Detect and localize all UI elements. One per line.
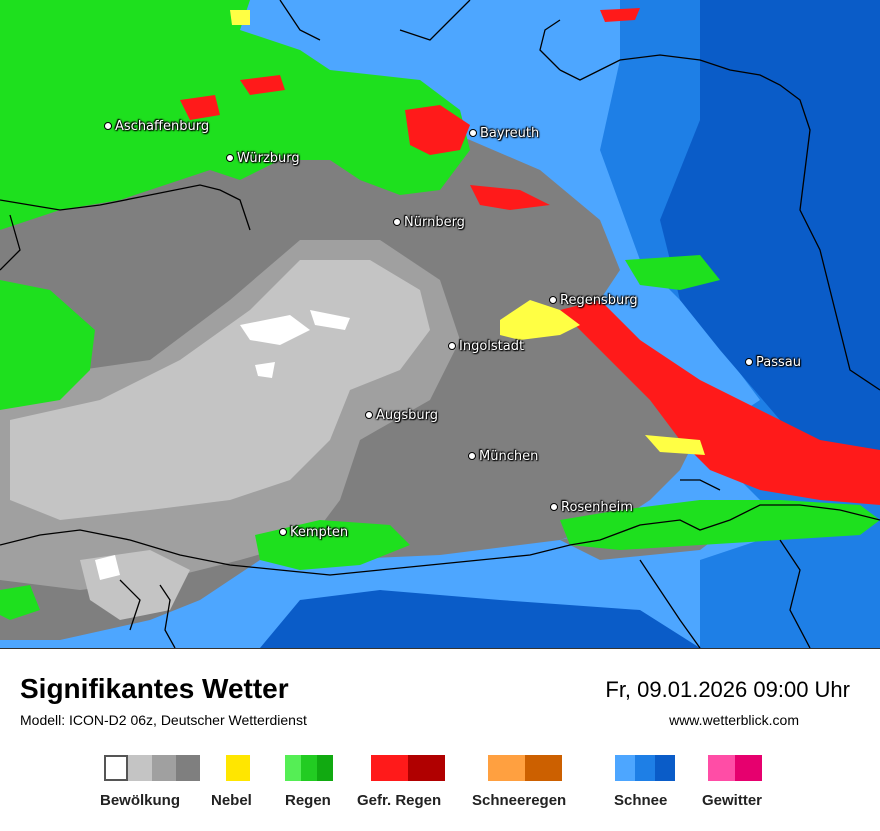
- legend-swatch: [488, 755, 525, 781]
- legend-swatch: [371, 755, 408, 781]
- city-dot: [468, 451, 476, 460]
- legend-swatch: [708, 755, 735, 781]
- legend-swatch: [226, 755, 250, 781]
- freezing-rain-bayreuth: [405, 105, 470, 155]
- legend-swatch: [152, 755, 176, 781]
- city-label-nuernberg: Nürnberg: [393, 216, 465, 230]
- legend-label-regen: Regen: [285, 792, 331, 809]
- city-label-bayreuth: Bayreuth: [469, 127, 539, 141]
- footer: Signifikantes Wetter Modell: ICON-D2 06z…: [0, 648, 880, 831]
- city-dot: [448, 341, 456, 350]
- fog-area: [500, 300, 580, 340]
- legend-regen: [285, 755, 333, 781]
- legend-label-bewoelkung: Bewölkung: [100, 792, 181, 809]
- city-dot: [549, 295, 557, 304]
- legend-swatch: [525, 755, 562, 781]
- legend-swatch: [128, 755, 152, 781]
- forecast-datetime: Fr, 09.01.2026 09:00 Uhr: [605, 677, 850, 702]
- legend-nebel: [226, 755, 250, 781]
- rain-area-west: [0, 280, 95, 410]
- legend-gefr-regen: [371, 755, 445, 781]
- city-dot: [365, 410, 373, 419]
- city-label-muenchen: München: [468, 450, 538, 464]
- legend-swatch: [301, 755, 317, 781]
- legend-label-gefr-regen: Gefr. Regen: [357, 792, 442, 809]
- city-label-aschaffenburg: Aschaffenburg: [104, 120, 209, 134]
- legend-swatch: [408, 755, 445, 781]
- freezing-rain-band: [560, 300, 880, 505]
- snow-darkest-area: [660, 0, 880, 470]
- city-label-augsburg: Augsburg: [365, 409, 438, 423]
- borders: [0, 0, 880, 648]
- city-label-rosenheim: Rosenheim: [550, 501, 633, 515]
- city-dot: [550, 502, 558, 511]
- city-dot: [469, 128, 477, 137]
- legend-label-schneeregen: Schneeregen: [472, 792, 567, 809]
- legend-swatch: [317, 755, 333, 781]
- legend-swatch: [176, 755, 200, 781]
- snow-dark-south: [260, 590, 700, 648]
- legend-label-nebel: Nebel: [211, 792, 252, 809]
- legend-schneeregen: [488, 755, 562, 781]
- city-label-regensburg: Regensburg: [549, 294, 638, 308]
- legend-swatch: [735, 755, 762, 781]
- city-label-ingolstadt: Ingolstadt: [448, 340, 524, 354]
- legend-label-schnee: Schnee: [614, 792, 668, 809]
- legend-swatch: [635, 755, 655, 781]
- state-border: [0, 504, 880, 576]
- legend-label-gewitter: Gewitter: [702, 792, 763, 809]
- legend-schnee: [615, 755, 675, 781]
- website-link[interactable]: www.wetterblick.com: [669, 712, 799, 728]
- rain-area-kempten: [255, 520, 410, 570]
- city-label-passau: Passau: [745, 356, 801, 370]
- legend-swatch: [104, 755, 128, 781]
- city-dot: [393, 217, 401, 226]
- legend-bewoelkung: [104, 755, 200, 781]
- clear-patch: [240, 315, 310, 345]
- rain-area-alps: [560, 500, 880, 550]
- city-dot: [226, 153, 234, 162]
- map-title: Signifikantes Wetter: [20, 673, 289, 704]
- city-label-wuerzburg: Würzburg: [226, 152, 300, 166]
- city-dot: [279, 527, 287, 536]
- city-dot: [745, 357, 753, 366]
- rain-area-north: [0, 0, 470, 230]
- legend-swatch: [615, 755, 635, 781]
- city-label-kempten: Kempten: [279, 526, 348, 540]
- weather-map: [0, 0, 880, 648]
- city-dot: [104, 121, 112, 130]
- legend-gewitter: [708, 755, 762, 781]
- legend-swatch: [285, 755, 301, 781]
- model-info: Modell: ICON-D2 06z, Deutscher Wetterdie…: [20, 712, 307, 728]
- legend-swatch: [655, 755, 675, 781]
